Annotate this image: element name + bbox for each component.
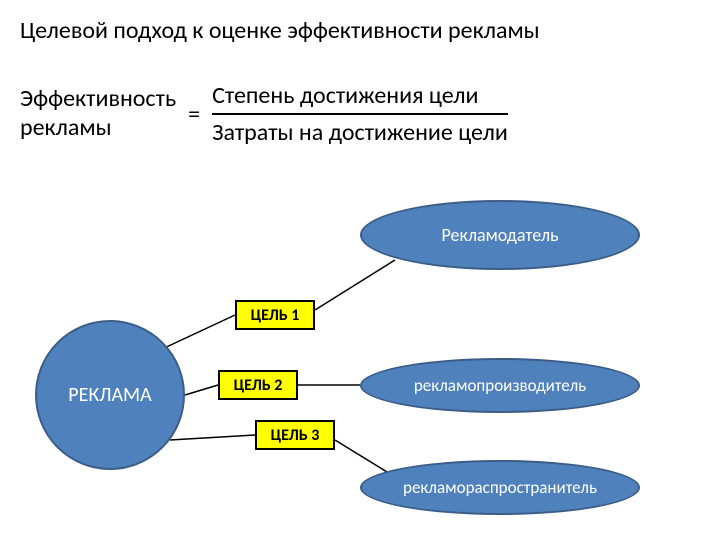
formula-left: Эффективность рекламы [20, 85, 176, 143]
circle-reklama: РЕКЛАМА [35, 320, 185, 470]
connector [185, 385, 218, 395]
goal-box-3: ЦЕЛЬ 3 [255, 420, 335, 450]
formula-left-line1: Эффективность [20, 85, 176, 114]
circle-reklama-label: РЕКЛАМА [68, 383, 151, 407]
formula-denominator: Затраты на достижение цели [212, 115, 508, 148]
slide-title: Целевой подход к оценке эффективности ре… [20, 16, 540, 45]
formula-numerator: Степень достижения цели [212, 80, 508, 115]
connector [170, 435, 255, 440]
goal3-label: ЦЕЛЬ 3 [271, 426, 320, 445]
formula-fraction: Степень достижения цели Затраты на дости… [212, 80, 508, 148]
goal-box-1: ЦЕЛЬ 1 [235, 300, 315, 330]
ellipse-distributor-label: рекламораспространитель [403, 477, 597, 498]
ellipse-producer: рекламопроизводитель [360, 358, 640, 413]
goal-box-2: ЦЕЛЬ 2 [218, 370, 298, 400]
goal2-label: ЦЕЛЬ 2 [234, 376, 283, 395]
ellipse-distributor: рекламораспространитель [360, 460, 640, 515]
formula-equals: = [188, 100, 200, 129]
goal1-label: ЦЕЛЬ 1 [251, 306, 300, 325]
connector [315, 260, 395, 310]
ellipse-advertiser-label: Рекламодатель [441, 224, 558, 246]
ellipse-advertiser: Рекламодатель [360, 200, 640, 270]
ellipse-producer-label: рекламопроизводитель [414, 375, 586, 396]
formula-left-line2: рекламы [20, 114, 176, 143]
formula: Эффективность рекламы = Степень достижен… [20, 80, 508, 148]
connector [160, 315, 235, 350]
